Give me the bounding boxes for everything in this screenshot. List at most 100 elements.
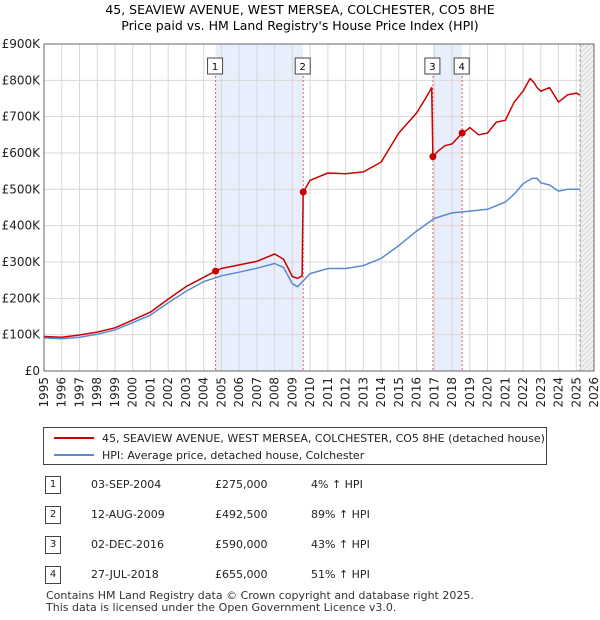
- legend-item-hpi: HPI: Average price, detached house, Colc…: [54, 447, 364, 463]
- y-tick-label: £500K: [2, 182, 42, 196]
- x-tick-label: 2011: [321, 377, 335, 408]
- table-row: 1 03-SEP-2004 £275,000 4% ↑ HPI: [43, 476, 463, 496]
- sale-price: £492,500: [215, 508, 268, 521]
- x-tick-label: 2021: [498, 377, 512, 408]
- chart-subtitle: Price paid vs. HM Land Registry's House …: [121, 18, 478, 33]
- x-tick-label: 2020: [481, 377, 495, 408]
- sale-date: 03-SEP-2004: [91, 478, 162, 491]
- sale-number-badge: 4: [45, 566, 61, 584]
- x-tick-label: 2002: [161, 377, 175, 408]
- sale-marker-box: [424, 57, 441, 75]
- y-tick-label: £800K: [2, 73, 42, 87]
- x-tick-label: 2010: [303, 377, 317, 408]
- forecast-hatch: [579, 124, 595, 140]
- forecast-hatch: [579, 129, 595, 145]
- forecast-hatch: [579, 84, 595, 100]
- x-tick-label: 2023: [534, 377, 548, 408]
- x-tick-label: 2012: [339, 377, 353, 408]
- sale-point: [429, 153, 437, 161]
- forecast-hatch: [579, 309, 595, 325]
- sale-hpi-change: 4% ↑ HPI: [311, 478, 363, 491]
- forecast-hatch: [579, 304, 595, 320]
- x-tick-label: 2026: [587, 377, 600, 408]
- forecast-hatch: [579, 199, 595, 215]
- sale-hpi-change: 43% ↑ HPI: [311, 538, 370, 551]
- x-tick-label: 2001: [143, 377, 157, 408]
- footer: Contains HM Land Registry data © Crown c…: [46, 590, 474, 614]
- forecast-hatch: [579, 169, 595, 185]
- forecast-hatch: [579, 114, 595, 130]
- sale-date: 27-JUL-2018: [91, 568, 159, 581]
- x-tick-label: 2016: [410, 377, 424, 408]
- x-tick-label: 2000: [126, 377, 140, 408]
- forecast-hatch: [579, 104, 595, 120]
- footer-copyright: Contains HM Land Registry data © Crown c…: [46, 589, 474, 602]
- x-tick-label: 2014: [374, 377, 388, 408]
- x-tick-label: 2019: [463, 377, 477, 408]
- sale-marker-box: [294, 57, 311, 75]
- sale-marker-label: 3: [429, 62, 435, 73]
- sale-date: 02-DEC-2016: [91, 538, 165, 551]
- price-chart: 45, SEAVIEW AVENUE, WEST MERSEA, COLCHES…: [2, 2, 600, 408]
- forecast-hatch: [579, 134, 595, 150]
- chart-title: 45, SEAVIEW AVENUE, WEST MERSEA, COLCHES…: [105, 2, 494, 17]
- y-tick-label: £400K: [2, 219, 42, 233]
- sale-price: £655,000: [215, 568, 268, 581]
- forecast-hatch: [579, 44, 586, 50]
- y-tick-label: £0: [25, 364, 40, 378]
- forecast-hatch: [579, 149, 595, 165]
- sale-number-badge: 3: [45, 536, 61, 554]
- sale-number-badge: 1: [45, 476, 61, 494]
- forecast-hatch: [579, 229, 595, 245]
- sale-point: [212, 267, 220, 275]
- forecast-hatch: [579, 144, 595, 160]
- sale-point: [458, 129, 466, 137]
- x-tick-label: 2024: [552, 377, 566, 408]
- forecast-hatch: [579, 89, 595, 105]
- sale-hpi-change: 51% ↑ HPI: [311, 568, 370, 581]
- footer-licence: This data is licensed under the Open Gov…: [46, 601, 397, 614]
- sale-marker-label: 2: [300, 62, 306, 73]
- hpi-line: [43, 177, 580, 340]
- x-tick-label: 1995: [37, 377, 51, 408]
- forecast-hatch: [579, 194, 595, 210]
- sale-marker-label: 4: [458, 62, 464, 73]
- x-tick-label: 2015: [392, 377, 406, 408]
- legend-swatch-property: [54, 437, 94, 439]
- y-tick-label: £300K: [2, 255, 42, 269]
- shaded-range: [215, 44, 304, 371]
- legend-swatch-hpi: [54, 454, 94, 456]
- sale-number-badge: 2: [45, 506, 61, 524]
- x-tick-label: 2003: [179, 377, 193, 408]
- legend-item-property: 45, SEAVIEW AVENUE, WEST MERSEA, COLCHES…: [54, 430, 545, 446]
- forecast-hatch: [579, 204, 595, 220]
- forecast-hatch: [579, 239, 595, 255]
- forecast-hatch: [579, 154, 595, 170]
- x-tick-label: 2005: [214, 377, 228, 408]
- forecast-hatch: [579, 234, 595, 250]
- forecast-hatch: [579, 164, 595, 180]
- shaded-range: [432, 44, 463, 371]
- x-tick-label: 2004: [197, 377, 211, 408]
- x-tick-label: 2025: [569, 377, 583, 408]
- table-row: 3 02-DEC-2016 £590,000 43% ↑ HPI: [43, 536, 463, 556]
- y-tick-label: £900K: [2, 37, 42, 51]
- x-tick-label: 2022: [516, 377, 530, 408]
- x-tick-label: 2008: [268, 377, 282, 408]
- sale-price: £590,000: [215, 538, 268, 551]
- y-tick-label: £600K: [2, 146, 42, 160]
- x-tick-label: 1997: [72, 377, 86, 408]
- x-tick-label: 1999: [108, 377, 122, 408]
- property-price-line: [43, 77, 581, 338]
- x-tick-label: 1998: [90, 377, 104, 408]
- table-row: 2 12-AUG-2009 £492,500 89% ↑ HPI: [43, 506, 463, 526]
- x-tick-label: 1996: [55, 377, 69, 408]
- y-tick-label: £200K: [2, 291, 42, 305]
- forecast-hatch: [579, 94, 595, 110]
- y-tick-label: £700K: [2, 110, 42, 124]
- legend: 45, SEAVIEW AVENUE, WEST MERSEA, COLCHES…: [43, 427, 547, 465]
- x-tick-label: 2006: [232, 377, 246, 408]
- plot-frame: [43, 43, 595, 372]
- sale-hpi-change: 89% ↑ HPI: [311, 508, 370, 521]
- sale-price: £275,000: [215, 478, 268, 491]
